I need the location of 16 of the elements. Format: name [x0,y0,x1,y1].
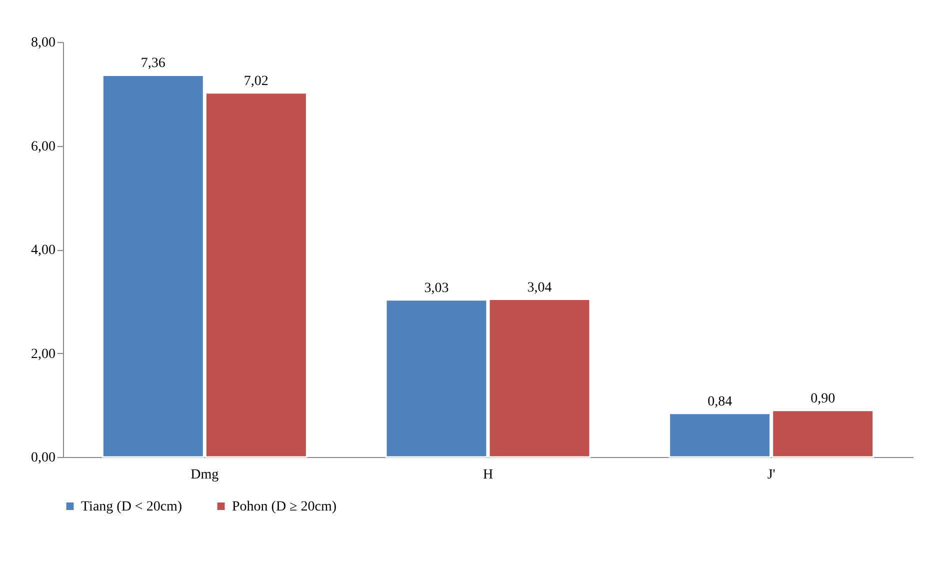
data-label: 7,36 [140,56,166,72]
x-tick-label: H [482,468,494,482]
x-tick-label: Dmg [190,468,219,482]
y-tick-label: 4,00 [31,243,56,258]
x-tick-label: J' [767,468,776,482]
data-label: 7,02 [244,74,268,89]
legend-label: Tiang (D < 20cm) [81,499,182,514]
y-tick-label: 8,00 [31,36,56,50]
data-label: 0,84 [708,394,732,410]
data-label: 3,03 [424,280,449,296]
y-tick-label: 0,00 [31,450,56,466]
data-label: 3,04 [527,280,552,296]
y-tick-label: 6,00 [31,139,56,154]
data-label: 0,90 [810,391,836,406]
y-tick-label: 2,00 [31,346,56,362]
legend-label: Pohon (D ≥ 20cm) [232,499,337,514]
